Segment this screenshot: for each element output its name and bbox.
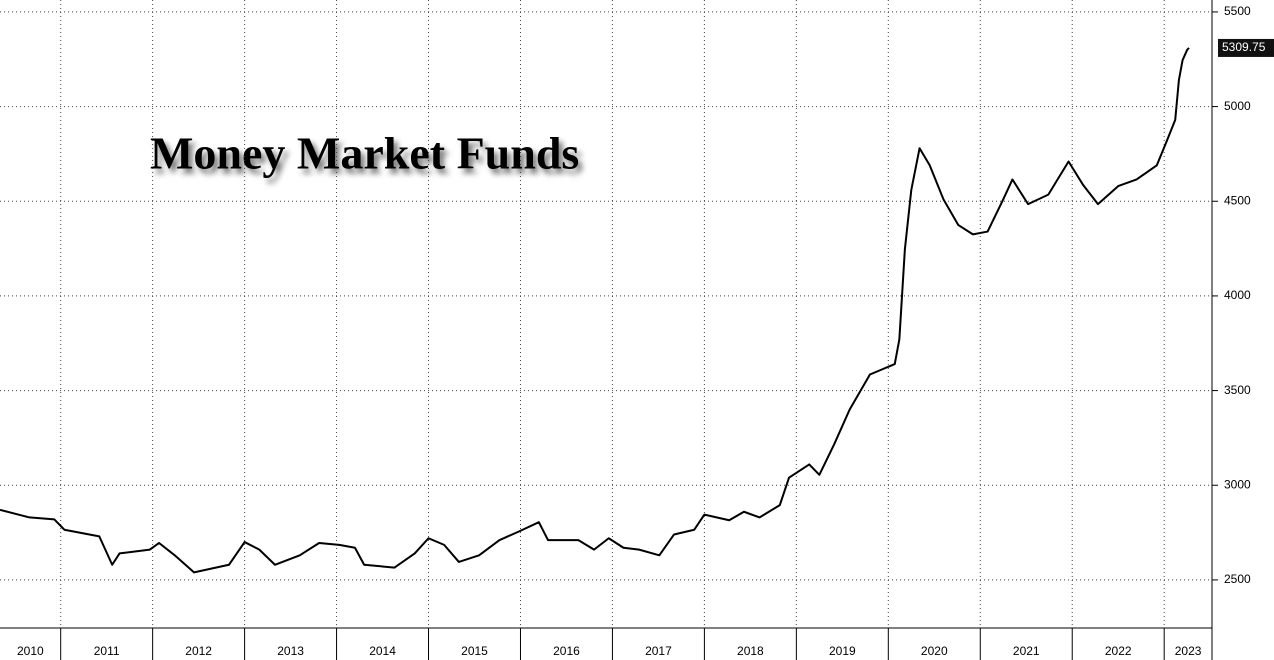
x-tick-label: 2021 [1013,644,1040,658]
y-tick-label: 5000 [1224,99,1251,113]
x-tick-label: 2022 [1105,644,1132,658]
x-tick-label: 2014 [369,644,396,658]
x-tick-label: 2010 [17,644,44,658]
x-tick-label: 2020 [921,644,948,658]
chart-title: Money Market Funds [150,128,579,179]
x-tick-label: 2016 [553,644,580,658]
x-tick-label: 2013 [277,644,304,658]
x-tick-label: 2019 [829,644,856,658]
x-tick-label: 2018 [737,644,764,658]
x-tick-label: 2015 [461,644,488,658]
y-tick-label: 5500 [1224,4,1251,18]
y-tick-label: 3500 [1224,383,1251,397]
y-tick-label: 2500 [1224,572,1251,586]
y-tick-label: 3000 [1224,477,1251,491]
y-tick-label: 4500 [1224,193,1251,207]
last-value-label: 5309.75 [1222,40,1266,54]
line-series [0,47,1190,574]
x-tick-label: 2023 [1175,644,1202,658]
last-value-box [1218,38,1274,57]
x-tick-label: 2011 [94,644,120,658]
x-tick-label: 2017 [645,644,672,658]
x-tick-label: 2012 [185,644,212,658]
y-tick-label: 4000 [1224,288,1251,302]
